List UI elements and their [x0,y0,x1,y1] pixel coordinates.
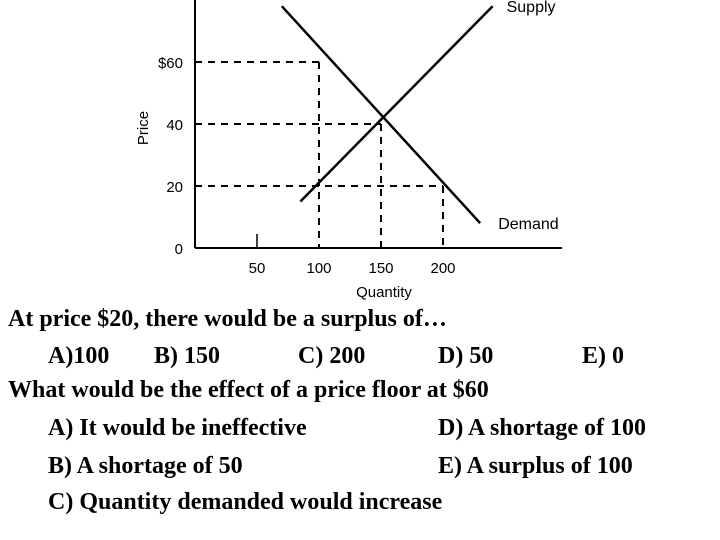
x-tick-label-50: 50 [249,260,266,277]
question-1-option-a[interactable]: A)100 [48,343,110,369]
series-line-demand [280,5,482,225]
y-tick-label-0: 0 [175,241,183,258]
supply-demand-chart: Supply Demand 0 20 40 $60 50 100 150 200 Quantity P… [135,0,562,301]
chart-guide-lines [195,61,444,248]
question-1-prompt: At price $20, there would be a surplus o… [8,306,447,332]
question-1-option-d[interactable]: D) 50 [438,343,494,369]
question-1-option-c[interactable]: C) 200 [298,343,366,369]
series-label-demand: Demand [498,216,558,233]
series-label-supply: Supply [507,0,556,16]
question-2-option-c[interactable]: C) Quantity demanded would increase [48,489,443,515]
question-1-option-b[interactable]: B) 150 [154,343,220,369]
question-2-option-d[interactable]: D) A shortage of 100 [438,415,646,441]
question-1-option-e[interactable]: E) 0 [582,343,624,369]
question-2-prompt: What would be the effect of a price floo… [8,377,489,403]
question-1-options: A)100 B) 150 C) 200 D) 50 E) 0 [0,342,720,372]
y-tick-label-20: 20 [166,179,183,196]
series-line-supply [299,5,494,203]
y-tick-label-40: 40 [166,117,183,134]
chart-curves [280,5,543,249]
question-2-option-b[interactable]: B) A shortage of 50 [48,453,243,479]
y-tick-label-60: $60 [158,55,183,72]
question-2-option-a[interactable]: A) It would be ineffective [48,415,307,441]
x-axis-title: Quantity [356,284,412,301]
x-tick-label-100: 100 [306,260,331,277]
chart-labels: Supply Demand 0 20 40 $60 50 100 150 200 Quantity P… [135,0,559,301]
x-tick-label-200: 200 [430,260,455,277]
question-2-options: A) It would be ineffective D) A shortage… [0,414,720,520]
x-tick-label-150: 150 [368,260,393,277]
question-2-option-e[interactable]: E) A surplus of 100 [438,453,633,479]
y-axis-title: Price [135,111,152,145]
